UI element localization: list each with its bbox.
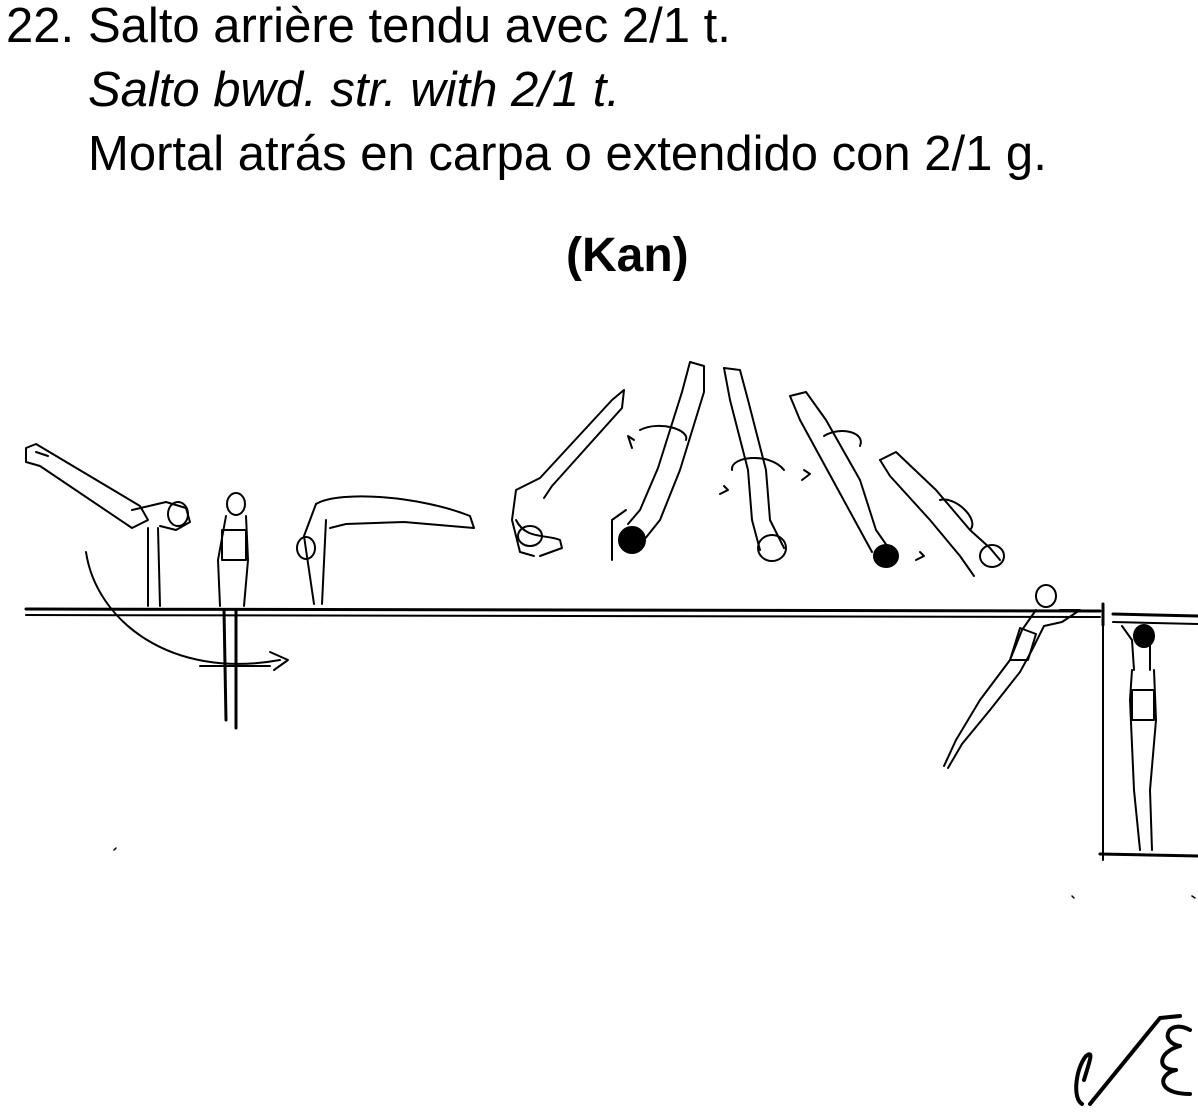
stray-marks xyxy=(114,848,1195,898)
salto-figure-4 xyxy=(790,392,898,567)
pike-press-figure xyxy=(297,496,474,604)
element-name-french: Salto arrière tendu avec 2/1 t. xyxy=(88,0,731,53)
high-bar xyxy=(26,604,1198,625)
handstand-pirouette-figure xyxy=(26,444,288,670)
salto-figure-5 xyxy=(880,452,1004,576)
signature-mark xyxy=(1076,1016,1190,1104)
element-number: 22. xyxy=(6,0,75,53)
salto-figure-2 xyxy=(612,362,704,560)
element-name-spanish: Mortal atrás en carpa o extendido con 2/… xyxy=(88,127,1047,181)
salto-figure-3 xyxy=(720,368,786,561)
salto-figure-1 xyxy=(512,390,624,556)
hanging-figure xyxy=(1100,625,1198,860)
gymnast-name: (Kan) xyxy=(566,229,689,282)
regrasp-figure xyxy=(944,585,1080,768)
standing-figure xyxy=(200,493,270,728)
element-name-english: Salto bwd. str. with 2/1 t. xyxy=(88,63,620,117)
